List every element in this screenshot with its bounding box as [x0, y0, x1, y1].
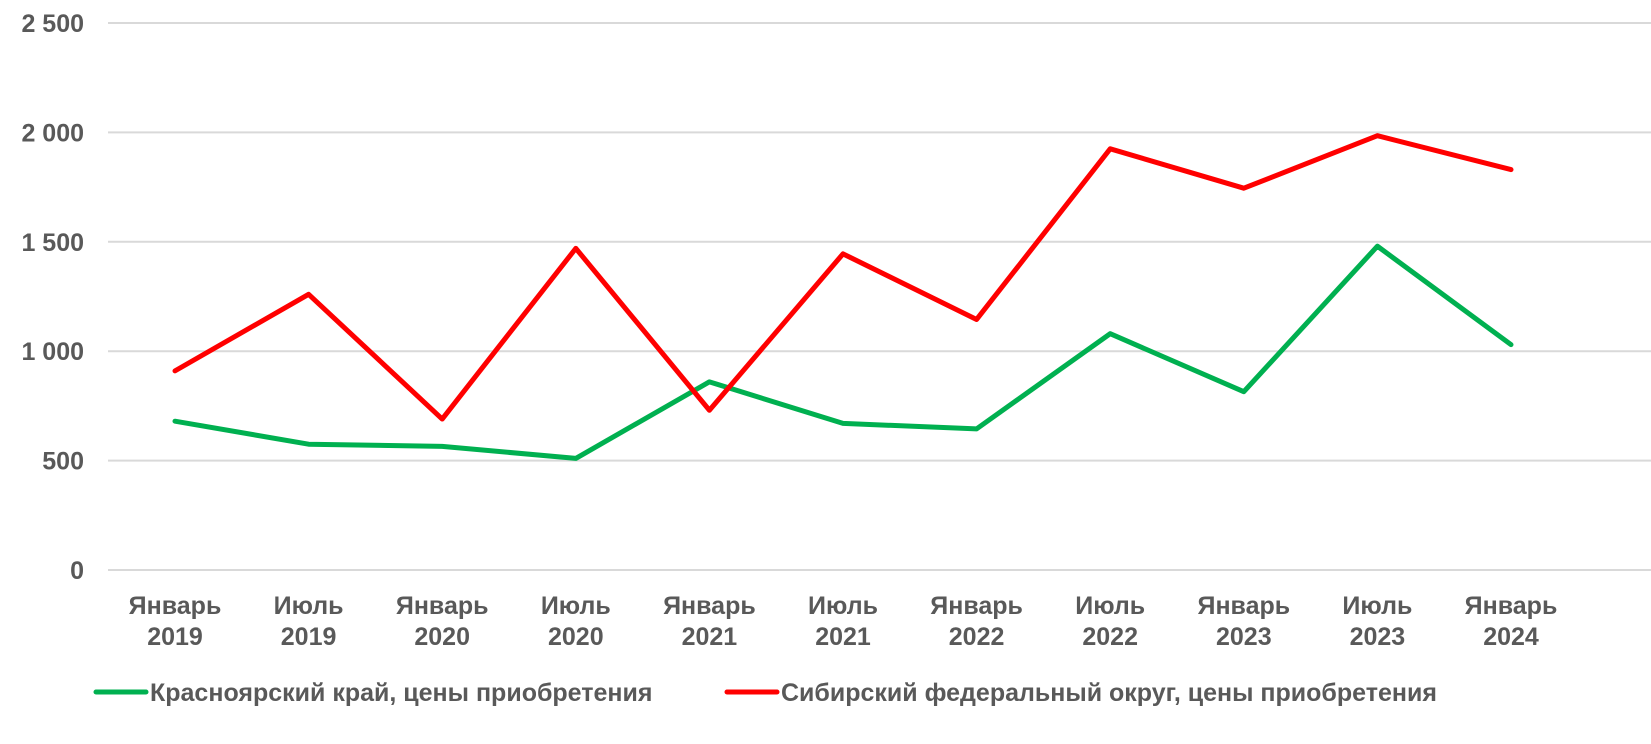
y-tick-label: 2 000 — [21, 119, 84, 147]
x-tick-label: Июль 2022 — [1075, 592, 1145, 651]
y-axis-ticks: 0 500 1 000 1 500 2 000 2 500 — [21, 10, 84, 585]
x-tick-label: Январь 2019 — [129, 592, 222, 651]
x-tick-label: Январь 2022 — [930, 592, 1023, 651]
x-tick-label: Июль 2023 — [1342, 592, 1412, 651]
legend-label-2: Сибирский федеральный округ, цены приобр… — [781, 679, 1437, 707]
x-tick-label: Январь 2021 — [663, 592, 756, 651]
legend: Красноярский край, цены приобретения Сиби… — [93, 679, 1437, 707]
series-line-2 — [172, 133, 1514, 422]
legend-label-1: Красноярский край, цены приобретения — [150, 679, 652, 707]
x-tick-label: Январь 2024 — [1465, 592, 1558, 651]
x-tick-label: Июль 2020 — [541, 592, 611, 651]
series-lines — [172, 133, 1514, 461]
x-tick-label: Январь 2020 — [396, 592, 489, 651]
x-tick-label: Июль 2019 — [274, 592, 344, 651]
y-tick-label: 500 — [42, 448, 84, 476]
x-tick-label: Январь 2023 — [1197, 592, 1290, 651]
y-tick-label: 1 000 — [21, 338, 84, 366]
y-tick-label: 0 — [70, 557, 84, 585]
x-axis-ticks: Январь 2019 Июль 2019 Январь 2020 Июль 2020 Янва… — [129, 592, 1558, 651]
y-tick-label: 2 500 — [21, 10, 84, 38]
x-tick-label: Июль 2021 — [808, 592, 878, 651]
gridlines — [108, 22, 1651, 571]
y-tick-label: 1 500 — [21, 229, 84, 257]
series-line-1 — [172, 243, 1514, 461]
